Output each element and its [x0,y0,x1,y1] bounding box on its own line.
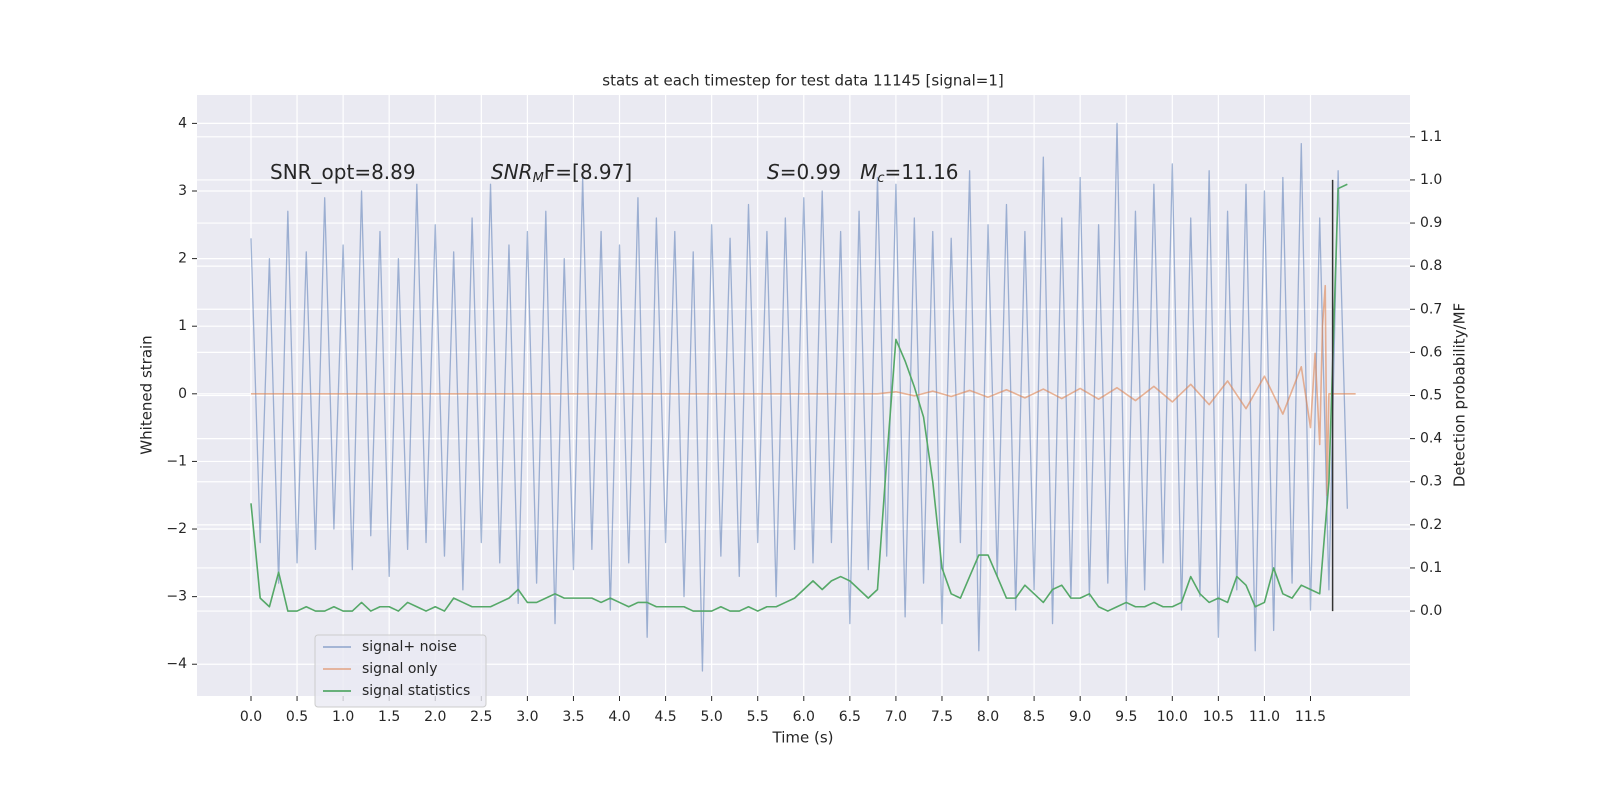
y-tick-label: −3 [166,589,187,605]
y-tick-label: 1 [178,318,187,334]
x-tick-label: 6.5 [839,709,861,725]
chart-title: stats at each timestep for test data 111… [602,72,1003,90]
x-tick-label: 0.0 [240,709,262,725]
legend-label: signal only [362,661,437,677]
y2-tick-label: 0.3 [1420,474,1442,490]
y2-tick-label: 0.0 [1420,603,1442,619]
annotation-part: M [860,160,877,184]
x-tick-label: 10.0 [1157,709,1188,725]
legend-box [314,634,487,708]
y2-tick-label: 0.1 [1420,560,1442,576]
annotation: S=0.99 Mc=11.16 [767,160,959,186]
x-tick-label: 3.0 [516,709,538,725]
x-tick-label: 8.5 [1023,709,1045,725]
annotation-part: M [533,171,544,186]
x-tick-label: 7.0 [885,709,907,725]
x-tick-label: 11.5 [1295,709,1326,725]
series-line [250,122,1348,672]
x-tick-label: 2.5 [470,709,492,725]
y2-tick-label: 1.1 [1420,129,1442,145]
x-tick-label: 2.0 [424,709,446,725]
y-tick-label: −1 [166,453,187,469]
y-tick-label: 0 [178,386,187,402]
x-tick-label: 9.5 [1115,709,1137,725]
x-axis-label: Time (s) [772,729,834,747]
x-tick-label: 0.5 [286,709,308,725]
y2-tick-label: 0.4 [1420,431,1442,447]
x-tick-label: 4.0 [608,709,630,725]
x-tick-label: 1.0 [332,709,354,725]
series-line [250,284,1356,497]
y-tick-label: 4 [178,115,187,131]
x-tick-label: 6.0 [793,709,815,725]
series-line [250,183,1348,612]
y2-tick-label: 1.0 [1420,172,1442,188]
x-tick-label: 1.5 [378,709,400,725]
y-tick-label: −4 [166,656,187,672]
y2-tick-label: 0.5 [1420,388,1442,404]
annotation-part: =0.99 [780,160,860,184]
legend-label: signal+ noise [362,639,457,655]
y2-tick-label: 0.7 [1420,301,1442,317]
annotation-part: SNR [491,160,533,184]
x-tick-label: 7.5 [931,709,953,725]
y2-tick-label: 0.6 [1420,344,1442,360]
annotation-part: F=[8.97] [544,160,632,184]
annotation: SNR_opt=8.89 [270,160,416,184]
x-tick-label: 10.5 [1203,709,1234,725]
x-tick-label: 5.0 [701,709,723,725]
x-tick-label: 9.0 [1069,709,1091,725]
legend-label: signal statistics [362,683,470,699]
x-tick-label: 8.0 [977,709,999,725]
x-tick-label: 3.5 [562,709,584,725]
annotation-part: =11.16 [885,160,959,184]
annotation-part: c [877,171,884,186]
annotation: SNRMF=[8.97] [491,160,632,186]
y-axis-label: Whitened strain [138,335,156,454]
annotation-part: S [767,160,780,184]
x-tick-label: 4.5 [654,709,676,725]
y2-tick-label: 0.9 [1420,215,1442,231]
x-tick-label: 11.0 [1249,709,1280,725]
y2-axis-label: Detection probability/MF [1451,303,1469,487]
y-tick-label: −2 [166,521,187,537]
x-tick-label: 5.5 [747,709,769,725]
annotation-part: SNR_opt=8.89 [270,160,416,184]
y2-tick-label: 0.8 [1420,258,1442,274]
y2-tick-label: 0.2 [1420,517,1442,533]
y-tick-label: 3 [178,183,187,199]
y-tick-label: 2 [178,251,187,267]
